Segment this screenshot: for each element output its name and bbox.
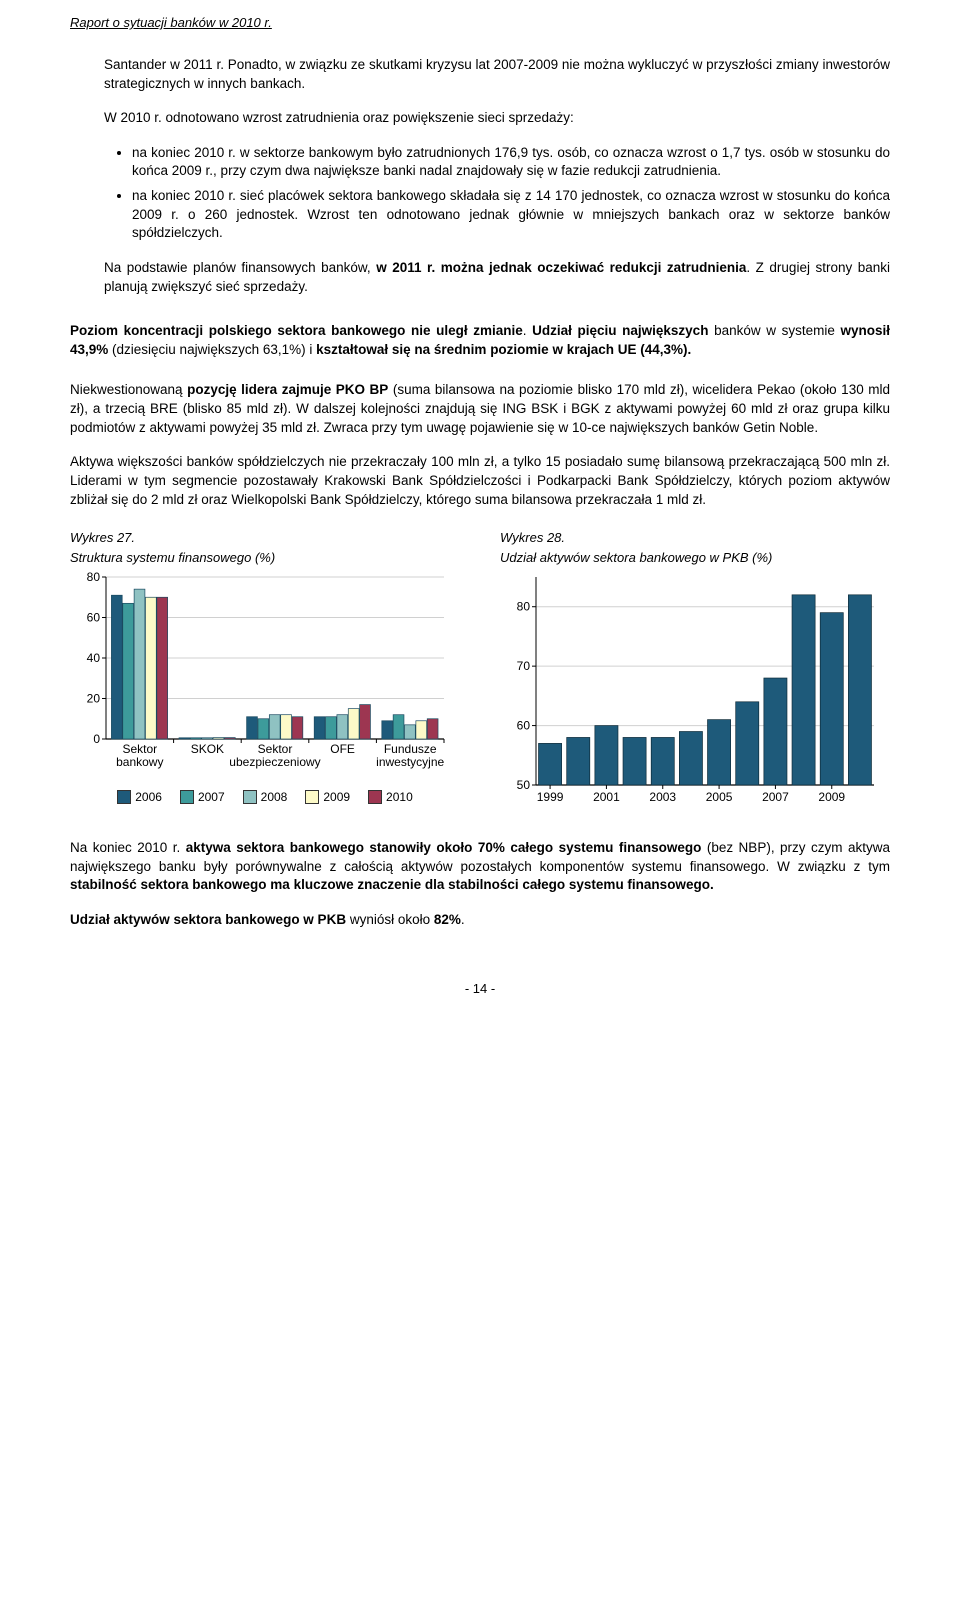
doc-header: Raport o sytuacji banków w 2010 r. <box>70 14 890 32</box>
svg-text:inwestycyjne: inwestycyjne <box>376 755 444 769</box>
svg-text:ubezpieczeniowy: ubezpieczeniowy <box>229 755 320 769</box>
para-plans: Na podstawie planów finansowych banków, … <box>104 259 890 296</box>
bullet-list: na koniec 2010 r. w sektorze bankowym by… <box>104 144 890 243</box>
svg-text:2007: 2007 <box>762 790 789 804</box>
svg-text:70: 70 <box>517 659 531 673</box>
chart27-legend: 2006 2007 2008 2009 2010 <box>70 789 460 806</box>
para-pkb: Udział aktywów sektora bankowego w PKB w… <box>70 911 890 930</box>
chart27-svg: 020406080SektorbankowySKOKSektorubezpiec… <box>70 569 450 779</box>
legend-item: 2010 <box>368 789 413 806</box>
chart28-svg: 50 60 70 80 1999 2001 2003 2005 2007 2009 <box>500 569 880 809</box>
svg-text:2005: 2005 <box>706 790 733 804</box>
svg-text:Fundusze: Fundusze <box>384 742 437 756</box>
svg-text:1999: 1999 <box>537 790 564 804</box>
chart27-title2: Struktura systemu finansowego (%) <box>70 549 460 567</box>
para-concentration: Poziom koncentracji polskiego sektora ba… <box>70 322 890 359</box>
svg-text:80: 80 <box>517 600 531 614</box>
svg-text:SKOK: SKOK <box>191 742 224 756</box>
svg-text:20: 20 <box>87 692 101 706</box>
para-intro: Santander w 2011 r. Ponadto, w związku z… <box>104 56 890 93</box>
legend-item: 2008 <box>243 789 288 806</box>
bullet-1: na koniec 2010 r. w sektorze bankowym by… <box>132 144 890 181</box>
chart-27: Wykres 27. Struktura systemu finansowego… <box>70 529 460 809</box>
svg-text:OFE: OFE <box>330 742 355 756</box>
svg-text:40: 40 <box>87 651 101 665</box>
chart27-title1: Wykres 27. <box>70 529 460 547</box>
page-number: - 14 - <box>70 980 890 998</box>
chart28-title1: Wykres 28. <box>500 529 890 547</box>
svg-text:60: 60 <box>87 611 101 625</box>
chart-28: Wykres 28. Udział aktywów sektora bankow… <box>500 529 890 809</box>
svg-text:60: 60 <box>517 719 531 733</box>
svg-text:50: 50 <box>517 778 531 792</box>
svg-text:0: 0 <box>93 732 100 746</box>
legend-item: 2007 <box>180 789 225 806</box>
bullet-2: na koniec 2010 r. sieć placówek sektora … <box>132 187 890 243</box>
legend-item: 2006 <box>117 789 162 806</box>
svg-text:2001: 2001 <box>593 790 620 804</box>
svg-text:2003: 2003 <box>649 790 676 804</box>
chart28-title2: Udział aktywów sektora bankowego w PKB (… <box>500 549 890 567</box>
svg-text:bankowy: bankowy <box>116 755 163 769</box>
legend-item: 2009 <box>305 789 350 806</box>
para-employment: W 2010 r. odnotowano wzrost zatrudnienia… <box>104 109 890 128</box>
svg-text:2009: 2009 <box>818 790 845 804</box>
para-leader: Niekwestionowaną pozycję lidera zajmuje … <box>70 381 890 437</box>
svg-text:80: 80 <box>87 570 101 584</box>
para-assets: Na koniec 2010 r. aktywa sektora bankowe… <box>70 839 890 895</box>
para-coop: Aktywa większości banków spółdzielczych … <box>70 453 890 509</box>
svg-text:Sektor: Sektor <box>258 742 293 756</box>
svg-text:Sektor: Sektor <box>122 742 157 756</box>
